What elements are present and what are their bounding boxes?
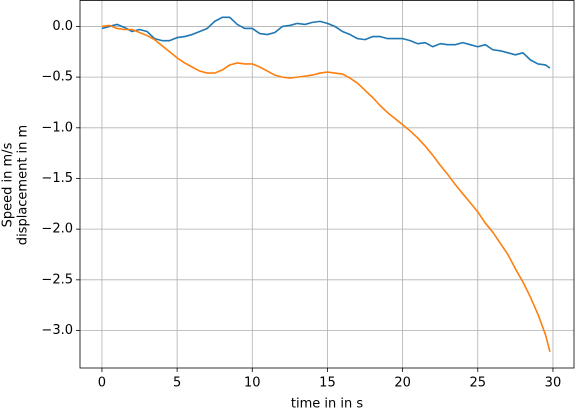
y-tick-label: −3.0 [41,323,73,338]
x-tick-label: 0 [98,376,106,391]
x-tick-label: 30 [545,376,562,391]
y-tick-label: −1.0 [41,120,73,135]
y-tick-label: −0.5 [41,70,73,85]
x-tick-label: 15 [319,376,336,391]
x-axis-label: time in in s [291,397,363,412]
y-axis-label: Speed in m/s [1,142,16,227]
plot-frame [79,0,575,369]
line-series [101,16,551,69]
x-tick-label: 10 [244,376,261,391]
x-tick-label: 5 [173,376,181,391]
y-axis-label: displacement in m [16,125,31,245]
line-series [101,24,551,352]
y-tick-label: −1.5 [41,171,73,186]
y-tick-label: 0.0 [52,19,73,34]
y-tick-label: −2.0 [41,222,73,237]
x-tick-label: 25 [470,376,487,391]
y-tick-label: −2.5 [41,272,73,287]
x-tick-label: 20 [394,376,411,391]
